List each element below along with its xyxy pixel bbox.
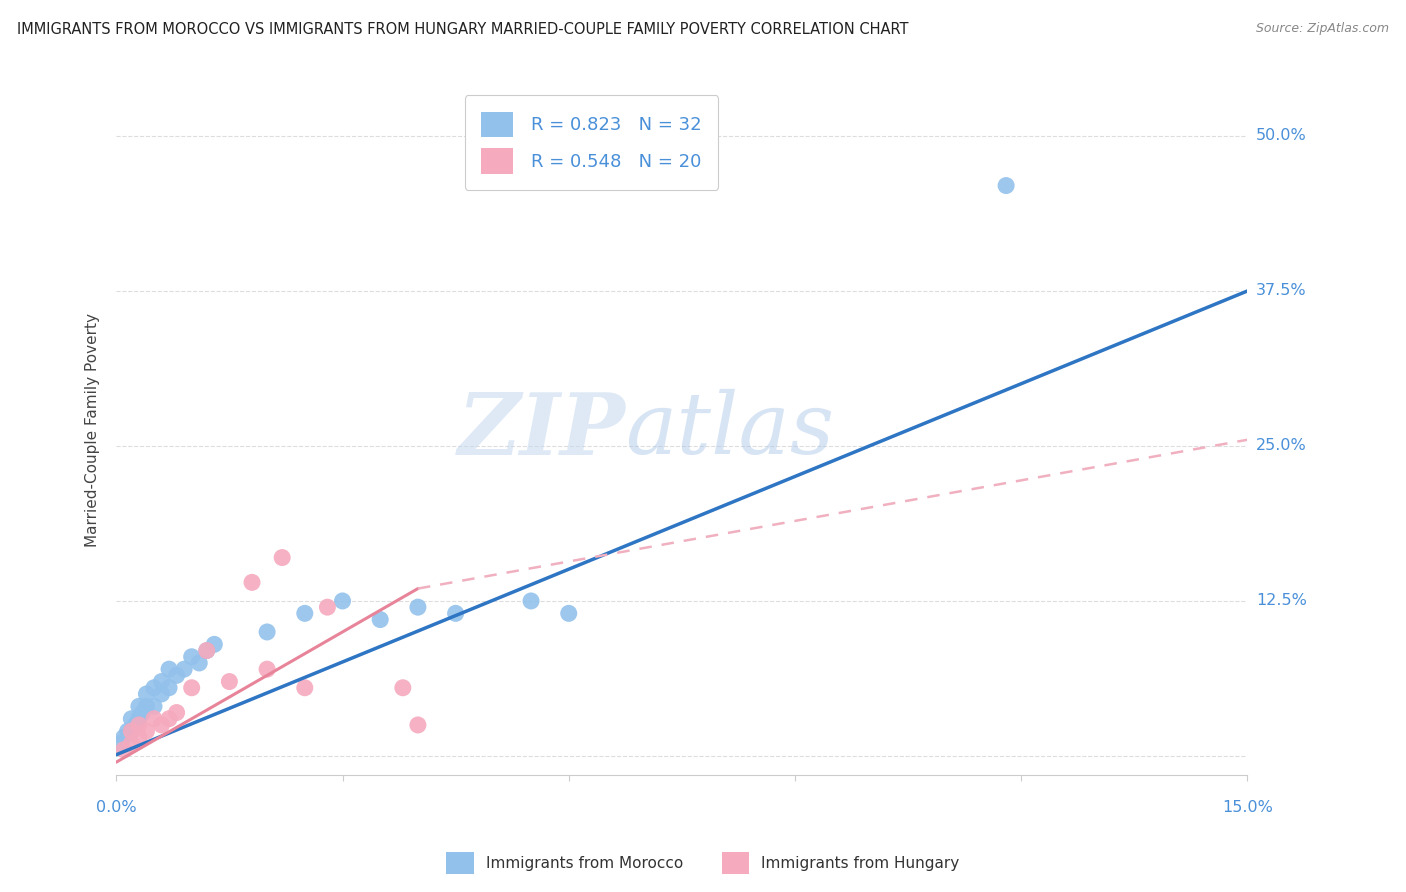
Point <box>150 718 173 732</box>
Point <box>294 607 316 621</box>
Text: 37.5%: 37.5% <box>1256 284 1306 299</box>
Point <box>558 607 581 621</box>
Point <box>218 674 240 689</box>
Point <box>180 649 202 664</box>
Point <box>157 662 180 676</box>
Point <box>124 718 146 732</box>
Text: 25.0%: 25.0% <box>1256 439 1306 453</box>
Point <box>195 643 218 657</box>
Text: 0.0%: 0.0% <box>96 799 136 814</box>
Point <box>316 600 339 615</box>
Point <box>128 718 150 732</box>
Point <box>143 712 166 726</box>
Point <box>240 575 263 590</box>
Point <box>271 550 294 565</box>
Point <box>143 699 166 714</box>
Point <box>120 712 142 726</box>
Legend: R = 0.823   N = 32, R = 0.548   N = 20: R = 0.823 N = 32, R = 0.548 N = 20 <box>464 95 718 190</box>
Point <box>128 712 150 726</box>
Point <box>406 718 429 732</box>
Text: 15.0%: 15.0% <box>1222 799 1272 814</box>
Text: 50.0%: 50.0% <box>1256 128 1306 144</box>
Point <box>166 706 188 720</box>
Point <box>143 681 166 695</box>
Point <box>188 656 211 670</box>
Point <box>120 737 142 751</box>
Point <box>108 737 131 751</box>
Point <box>195 643 218 657</box>
Point <box>166 668 188 682</box>
Point <box>150 674 173 689</box>
Point <box>157 681 180 695</box>
Point <box>202 637 225 651</box>
Point <box>120 724 142 739</box>
Point <box>135 699 157 714</box>
Point <box>112 743 135 757</box>
Point <box>392 681 415 695</box>
Point <box>406 600 429 615</box>
Point <box>294 681 316 695</box>
Point <box>131 706 153 720</box>
Point <box>135 724 157 739</box>
Point <box>135 687 157 701</box>
Point <box>150 687 173 701</box>
Point <box>157 712 180 726</box>
Text: atlas: atlas <box>626 389 834 472</box>
Text: Source: ZipAtlas.com: Source: ZipAtlas.com <box>1256 22 1389 36</box>
Y-axis label: Married-Couple Family Poverty: Married-Couple Family Poverty <box>86 313 100 548</box>
Point <box>995 178 1018 193</box>
Point <box>128 699 150 714</box>
Point <box>368 613 391 627</box>
Point <box>520 594 543 608</box>
Text: 12.5%: 12.5% <box>1256 593 1306 608</box>
Point <box>256 624 278 639</box>
Point <box>444 607 467 621</box>
Point <box>112 731 135 745</box>
Legend: Immigrants from Morocco, Immigrants from Hungary: Immigrants from Morocco, Immigrants from… <box>440 846 966 880</box>
Point <box>117 724 139 739</box>
Text: IMMIGRANTS FROM MOROCCO VS IMMIGRANTS FROM HUNGARY MARRIED-COUPLE FAMILY POVERTY: IMMIGRANTS FROM MOROCCO VS IMMIGRANTS FR… <box>17 22 908 37</box>
Point <box>120 724 142 739</box>
Point <box>332 594 354 608</box>
Text: ZIP: ZIP <box>457 389 626 472</box>
Point <box>180 681 202 695</box>
Point <box>173 662 195 676</box>
Point <box>256 662 278 676</box>
Point <box>128 731 150 745</box>
